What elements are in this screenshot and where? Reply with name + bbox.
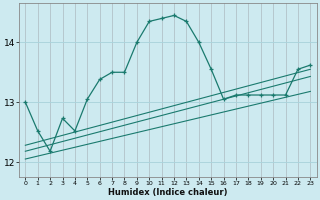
X-axis label: Humidex (Indice chaleur): Humidex (Indice chaleur) — [108, 188, 228, 197]
